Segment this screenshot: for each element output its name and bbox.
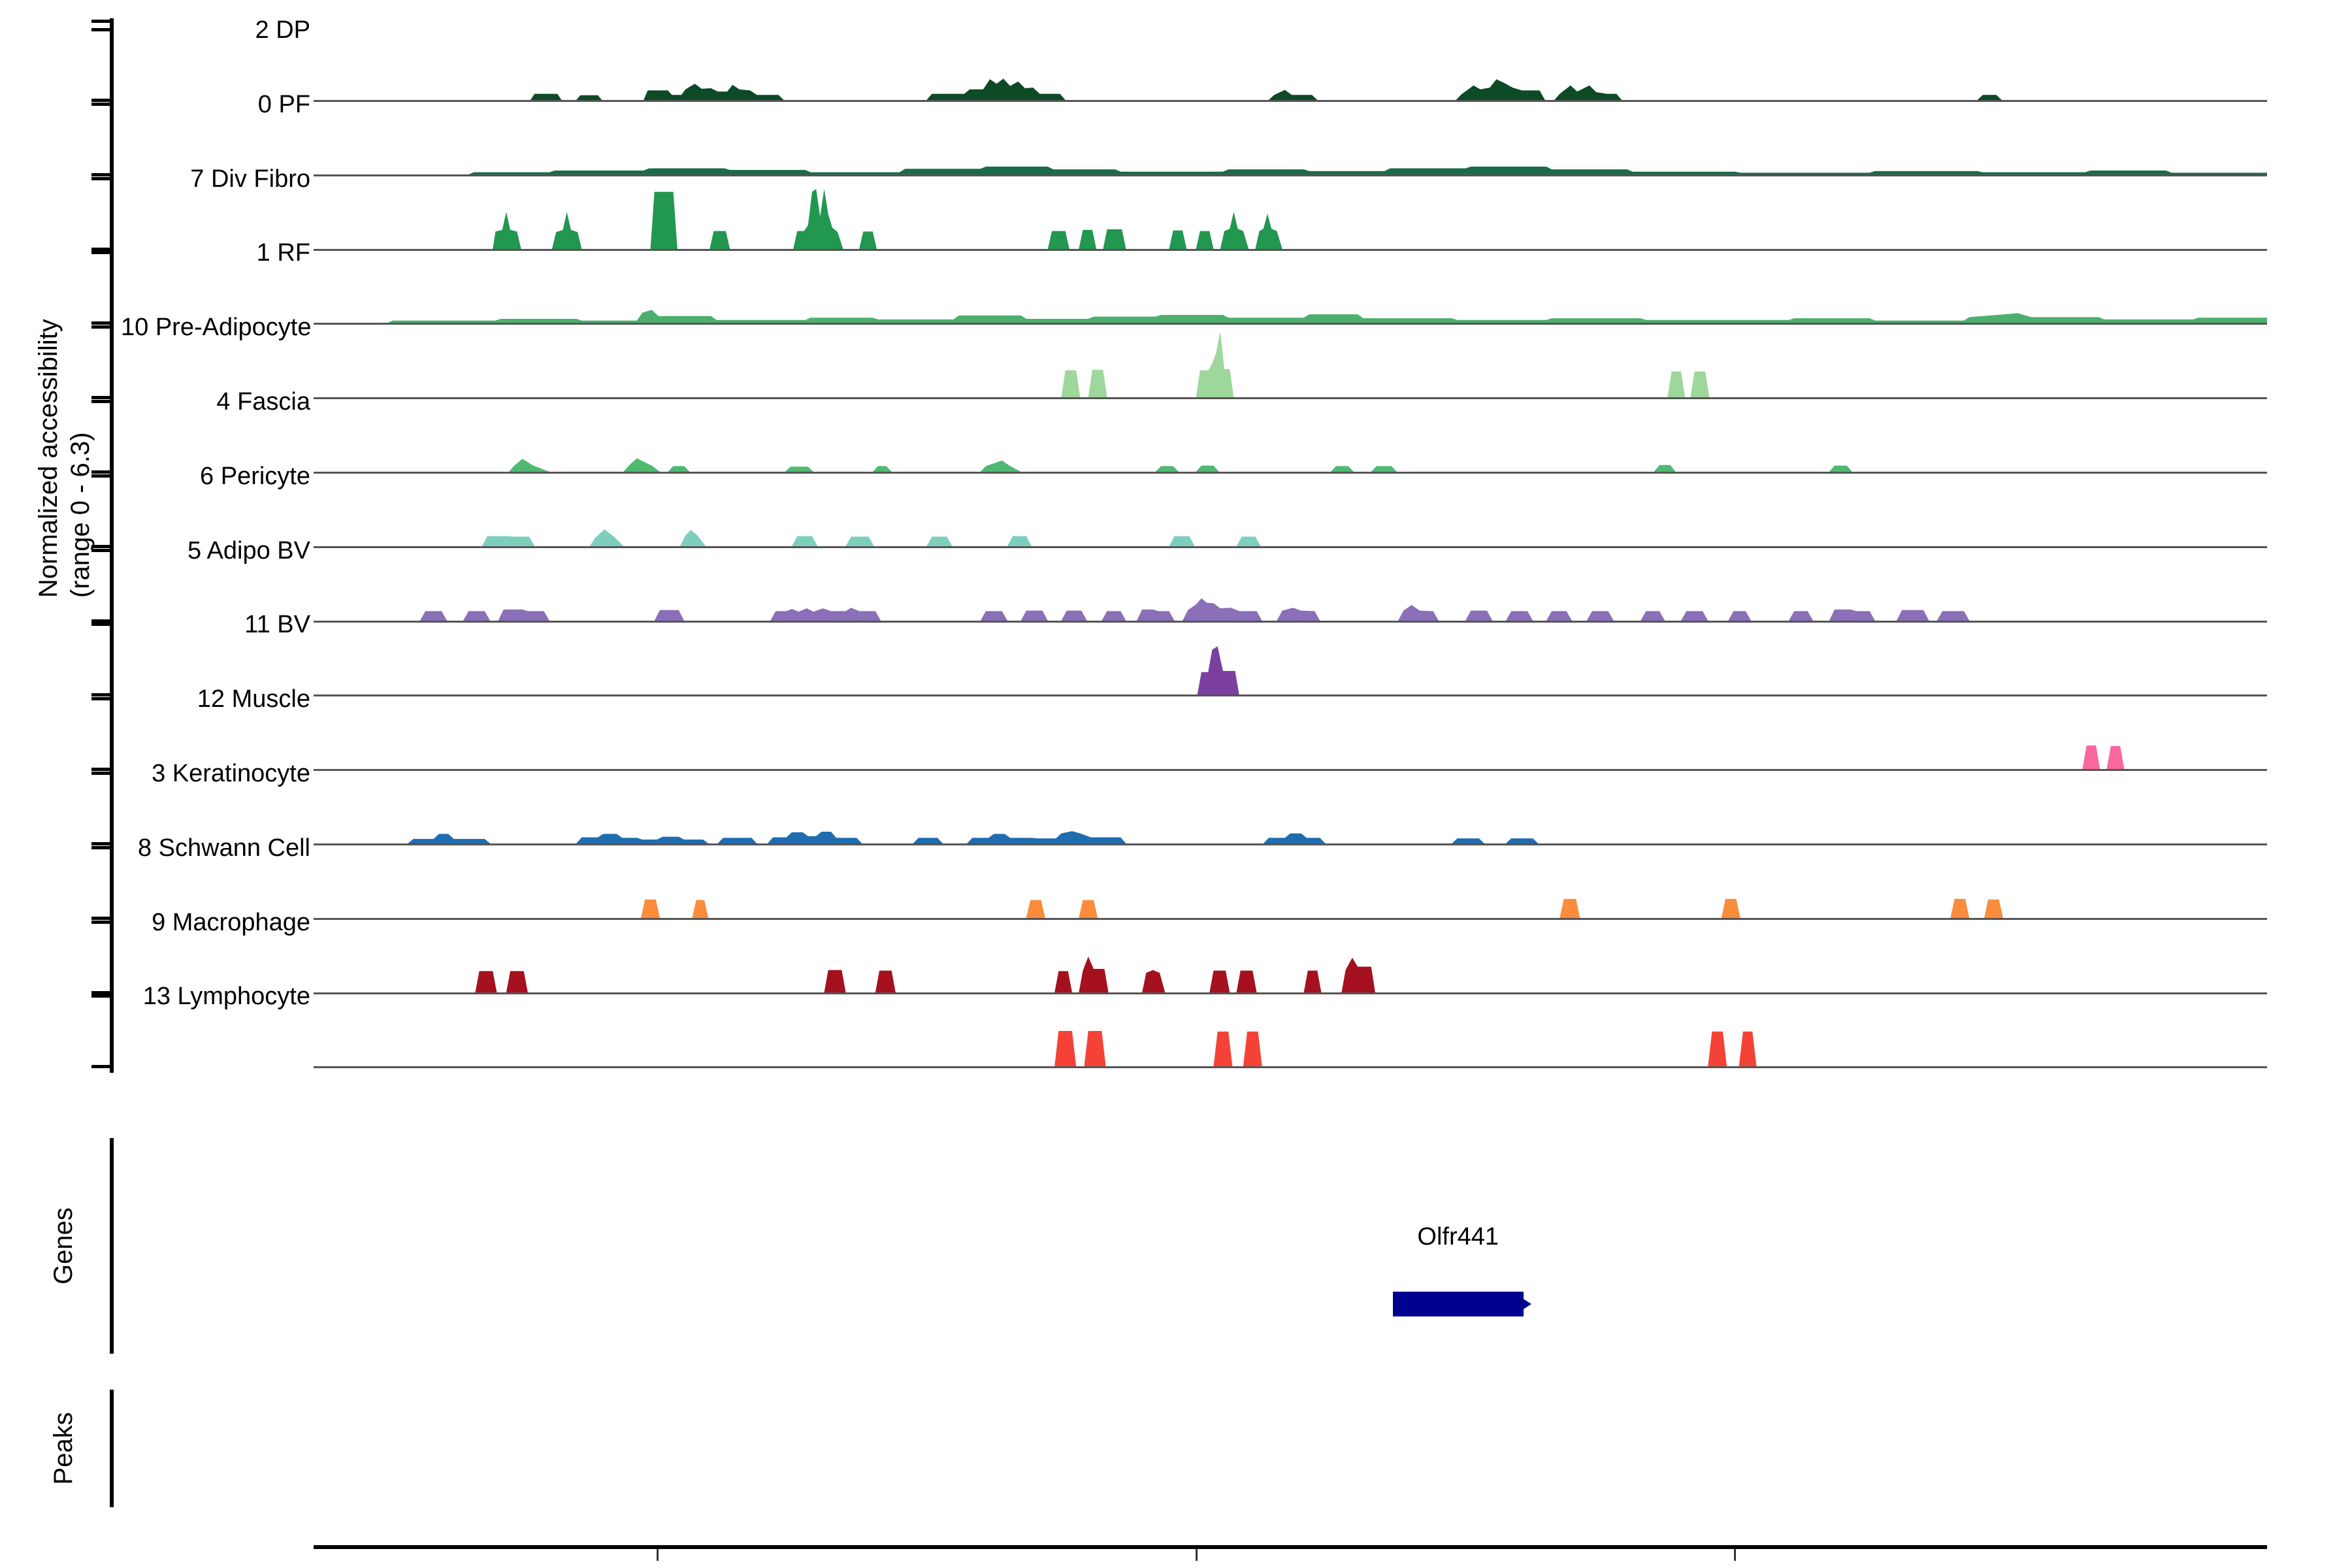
gene-label: Olfr441 [1417, 1223, 1499, 1251]
track-baseline [314, 174, 2267, 176]
y-axis-tick [91, 396, 110, 400]
track-baseline [314, 917, 2267, 920]
y-axis-tick [91, 697, 110, 701]
track-coverage-area [314, 401, 2267, 472]
y-axis-tick [91, 548, 110, 552]
x-axis-tick-label: 43120000 [1630, 1565, 1839, 1568]
x-axis-line [314, 1545, 2267, 1550]
track-label-12-muscle: 12 Muscle [197, 685, 310, 713]
track-coverage-area [314, 922, 2267, 992]
track-baseline [314, 397, 2267, 400]
x-axis-tick-label: 43116000 [1092, 1565, 1301, 1568]
track-label-9-macrophage: 9 Macrophage [152, 908, 310, 936]
peaks-group-label: Peaks [49, 1412, 78, 1485]
track-baseline [314, 1066, 2267, 1069]
track-label-2-dp: 2 DP [255, 16, 310, 44]
track-label-5-adipo-bv: 5 Adipo BV [187, 536, 310, 564]
track-baseline [314, 769, 2267, 772]
y-axis-tick [91, 623, 110, 627]
peaks-panel-spine [110, 1390, 114, 1508]
genes-panel-spine [110, 1138, 114, 1354]
track-label-11-bv: 11 BV [244, 611, 310, 639]
track-coverage-area [314, 252, 2267, 323]
track-label-13-lymphocyte: 13 Lymphocyte [142, 983, 310, 1011]
y-axis-tick [91, 321, 110, 325]
y-axis-tick [91, 842, 110, 845]
y-axis-tick [91, 172, 110, 176]
track-coverage-area [314, 698, 2267, 770]
track-baseline [314, 248, 2267, 251]
y-axis-tick [91, 920, 110, 924]
y-axis-tick [91, 400, 110, 403]
track-baseline [314, 694, 2267, 697]
track-baseline [314, 620, 2267, 623]
y-axis-tick [91, 102, 110, 106]
x-axis-tick [656, 1549, 659, 1561]
y-axis-tick [91, 990, 110, 994]
y-axis-tick [91, 176, 110, 180]
track-label-3-keratinocyte: 3 Keratinocyte [152, 760, 310, 787]
track-coverage-area [314, 996, 2267, 1067]
y-axis-tick [91, 994, 110, 998]
x-axis-tick-label: 43112000 [553, 1565, 762, 1568]
track-label-8-schwann-cell: 8 Schwann Cell [137, 834, 310, 862]
track-coverage-area [314, 847, 2267, 918]
y-axis-tick [91, 772, 110, 775]
coverage-axis-spine [110, 18, 114, 1073]
track-coverage-area [314, 327, 2267, 398]
track-label-0-pf: 0 PF [257, 90, 310, 118]
track-coverage-area [314, 178, 2267, 249]
y-axis-tick [91, 693, 110, 697]
track-baseline [314, 843, 2267, 845]
track-coverage-area [314, 476, 2267, 546]
gene-body[interactable] [1392, 1292, 1524, 1317]
track-coverage-area [314, 550, 2267, 621]
x-axis-tick [1195, 1549, 1198, 1561]
y-axis-tick [91, 247, 110, 251]
y-axis-tick [91, 1065, 110, 1069]
y-axis-tick [91, 99, 110, 102]
y-axis-tick [91, 251, 110, 255]
track-coverage-area [314, 624, 2267, 695]
y-axis-tick [91, 768, 110, 772]
track-label-6-pericyte: 6 Pericyte [200, 462, 310, 490]
y-axis-tick [91, 20, 110, 23]
y-axis-title: Normalized accessibility (range 0 - 6.3) [34, 319, 95, 598]
x-axis-tick [1734, 1549, 1737, 1561]
y-axis-tick [91, 28, 110, 31]
track-coverage-area [314, 773, 2267, 843]
track-baseline [314, 546, 2267, 548]
track-label-1-rf: 1 RF [256, 239, 310, 267]
track-coverage-area [314, 29, 2267, 100]
track-coverage-area [314, 104, 2267, 174]
track-label-4-fascia: 4 Fascia [216, 388, 310, 416]
track-label-7-div-fibro: 7 Div Fibro [190, 165, 310, 193]
genes-group-label: Genes [49, 1207, 78, 1285]
y-axis-tick [91, 544, 110, 548]
track-baseline [314, 992, 2267, 994]
gene-strand-arrow-icon [1522, 1298, 1531, 1311]
track-baseline [314, 472, 2267, 474]
track-baseline [314, 323, 2267, 325]
y-axis-tick [91, 325, 110, 329]
track-label-10-pre-adipocyte: 10 Pre-Adipocyte [121, 314, 312, 342]
y-axis-tick [91, 916, 110, 920]
y-axis-tick [91, 470, 110, 474]
y-axis-tick [91, 474, 110, 478]
y-axis-tick [91, 845, 110, 849]
y-axis-tick [91, 619, 110, 623]
track-baseline [314, 100, 2267, 102]
